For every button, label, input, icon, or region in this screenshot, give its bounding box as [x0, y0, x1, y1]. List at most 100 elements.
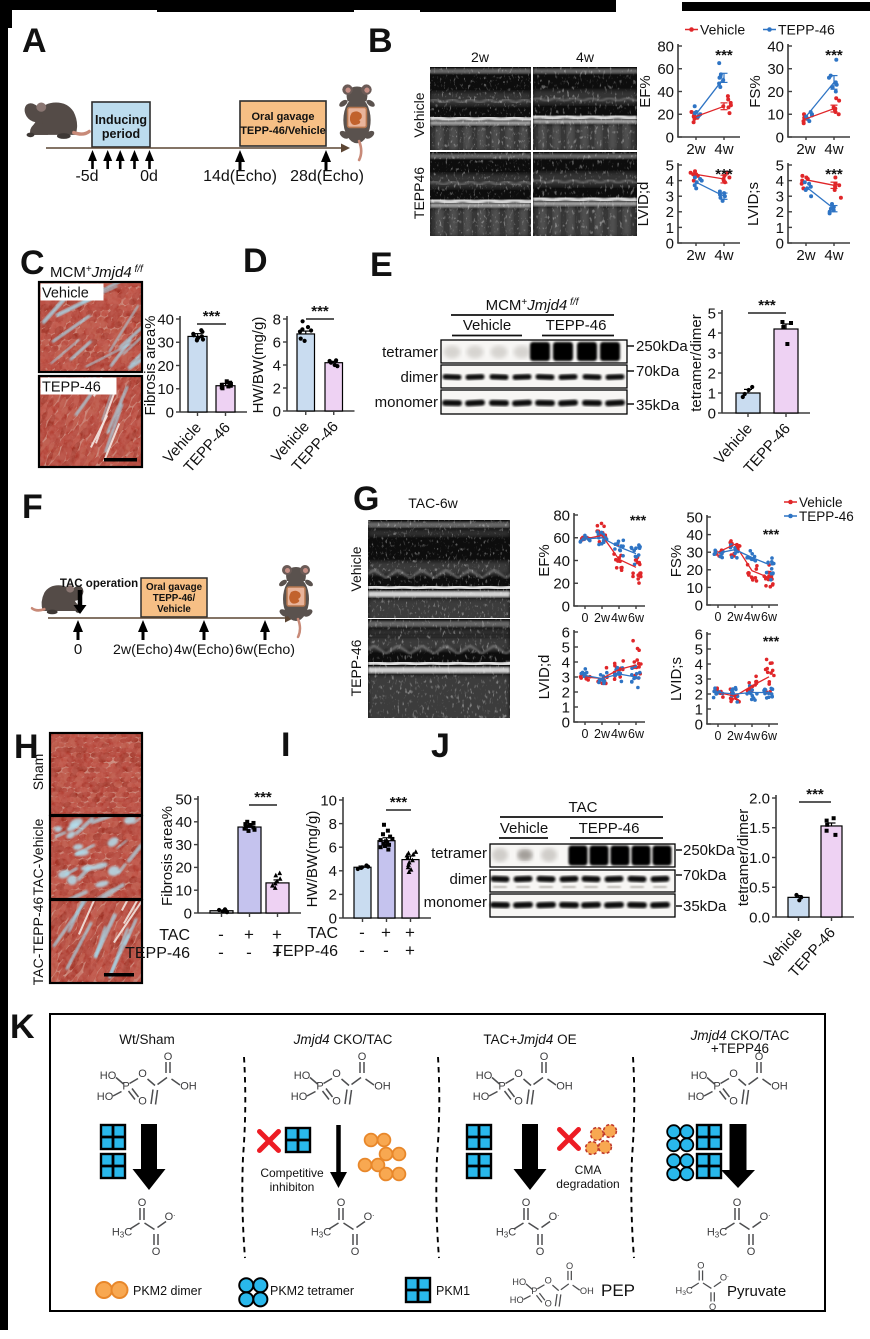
svg-text:F: F: [22, 488, 43, 526]
svg-text:0.5: 0.5: [749, 880, 770, 897]
svg-text:PKM2 dimer: PKM2 dimer: [133, 1284, 202, 1298]
svg-text:4: 4: [666, 173, 674, 190]
svg-text:0: 0: [715, 610, 722, 624]
svg-text:Fibrosis area%: Fibrosis area%: [159, 806, 176, 906]
svg-text:TAC operation: TAC operation: [60, 578, 138, 590]
svg-text:period: period: [102, 127, 140, 141]
svg-text:20: 20: [157, 358, 174, 375]
svg-text:3: 3: [695, 671, 703, 688]
svg-text:TEPP-46: TEPP-46: [799, 509, 854, 524]
svg-text:40: 40: [553, 553, 570, 570]
svg-text:HW/BW(mg/g): HW/BW(mg/g): [250, 317, 267, 414]
svg-text:PEP: PEP: [601, 1281, 635, 1300]
svg-text:***: ***: [390, 794, 408, 811]
svg-text:20: 20: [686, 562, 703, 579]
svg-text:LVID;d: LVID;d: [635, 182, 652, 227]
svg-text:30: 30: [157, 335, 174, 352]
svg-text:3: 3: [666, 189, 674, 206]
svg-text:TAC-6w: TAC-6w: [408, 495, 458, 511]
svg-text:10: 10: [767, 107, 784, 124]
svg-text:-: -: [246, 943, 252, 962]
svg-text:1: 1: [562, 699, 570, 716]
svg-text:1.0: 1.0: [749, 850, 770, 867]
svg-text:H: H: [14, 728, 39, 766]
svg-text:2w: 2w: [471, 49, 490, 65]
svg-text:Competitive: Competitive: [260, 1166, 324, 1180]
svg-text:Vehicle: Vehicle: [500, 820, 548, 837]
svg-text:***: ***: [763, 526, 780, 542]
svg-text:TAC: TAC: [307, 925, 338, 942]
svg-text:4: 4: [562, 654, 570, 671]
svg-text:4w: 4w: [824, 247, 843, 264]
svg-text:tetramer/dimer: tetramer/dimer: [688, 314, 705, 412]
svg-text:40: 40: [175, 814, 192, 831]
svg-text:4w: 4w: [576, 49, 595, 65]
svg-text:Vehicle: Vehicle: [411, 92, 427, 137]
svg-text:TAC-TEPP-46: TAC-TEPP-46: [30, 897, 46, 986]
svg-text:50: 50: [686, 509, 703, 526]
svg-text:6: 6: [273, 334, 281, 351]
svg-text:EF%: EF%: [536, 544, 553, 577]
svg-text:0: 0: [273, 403, 281, 420]
svg-text:TEPP46: TEPP46: [411, 167, 427, 219]
svg-text:5: 5: [666, 157, 674, 174]
svg-text:***: ***: [630, 512, 647, 528]
svg-text:4w: 4w: [611, 611, 628, 625]
svg-text:30: 30: [686, 545, 703, 562]
svg-text:MCM+Jmjd4 f/f: MCM+Jmjd4 f/f: [486, 297, 580, 314]
svg-text:Vehicle: Vehicle: [700, 22, 745, 38]
svg-text:HW/BW(mg/g): HW/BW(mg/g): [304, 811, 321, 908]
svg-text:PKM2 tetramer: PKM2 tetramer: [270, 1284, 354, 1298]
svg-text:+: +: [272, 925, 282, 944]
svg-text:4w: 4w: [744, 729, 761, 743]
svg-text:2.0: 2.0: [749, 790, 770, 807]
svg-text:2: 2: [329, 887, 337, 904]
svg-text:5: 5: [562, 639, 570, 656]
svg-text:30: 30: [767, 61, 784, 78]
svg-text:0: 0: [715, 729, 722, 743]
svg-text:J: J: [431, 727, 450, 765]
svg-text:8: 8: [329, 816, 337, 833]
svg-text:6w(Echo): 6w(Echo): [235, 642, 295, 658]
svg-text:60: 60: [553, 530, 570, 547]
svg-text:MCM+Jmjd4 f/f: MCM+Jmjd4 f/f: [50, 264, 144, 281]
svg-text:1: 1: [776, 220, 784, 237]
svg-text:Vehicle: Vehicle: [348, 546, 364, 591]
svg-text:TAC: TAC: [569, 799, 598, 816]
svg-text:***: ***: [311, 303, 329, 320]
svg-text:5: 5: [708, 305, 716, 322]
svg-text:0.0: 0.0: [749, 909, 770, 926]
svg-text:4w: 4w: [824, 141, 843, 158]
svg-text:2w: 2w: [686, 247, 705, 264]
svg-text:0: 0: [666, 129, 674, 146]
svg-text:Sham: Sham: [30, 754, 46, 791]
svg-text:0: 0: [184, 905, 192, 922]
svg-text:TEPP-46: TEPP-46: [579, 820, 640, 837]
svg-text:20: 20: [657, 107, 674, 124]
svg-text:250kDa: 250kDa: [683, 842, 735, 859]
svg-text:Wt/Sham: Wt/Sham: [119, 1032, 175, 1047]
svg-text:Jmjd4 CKO/TAC: Jmjd4 CKO/TAC: [293, 1032, 393, 1047]
svg-text:dimer: dimer: [400, 369, 438, 386]
svg-text:0: 0: [562, 598, 570, 615]
svg-text:***: ***: [763, 633, 780, 649]
svg-text:LVID;d: LVID;d: [536, 655, 553, 700]
svg-text:6: 6: [562, 624, 570, 641]
svg-text:-: -: [218, 943, 224, 962]
svg-text:0: 0: [776, 235, 784, 252]
svg-text:6w: 6w: [761, 729, 778, 743]
svg-text:10: 10: [157, 381, 174, 398]
svg-text:6: 6: [329, 840, 337, 857]
svg-text:20: 20: [767, 84, 784, 101]
svg-text:8: 8: [273, 311, 281, 328]
svg-text:C: C: [20, 244, 45, 282]
svg-text:Pyruvate: Pyruvate: [727, 1283, 786, 1300]
svg-text:20: 20: [553, 576, 570, 593]
svg-text:TEPP-46/Vehicle: TEPP-46/Vehicle: [240, 125, 326, 137]
svg-text:TEPP-46: TEPP-46: [778, 22, 835, 38]
svg-text:2w: 2w: [796, 141, 815, 158]
svg-text:4: 4: [329, 863, 337, 880]
svg-text:5: 5: [695, 641, 703, 658]
svg-text:-: -: [359, 941, 365, 960]
svg-text:3: 3: [562, 669, 570, 686]
